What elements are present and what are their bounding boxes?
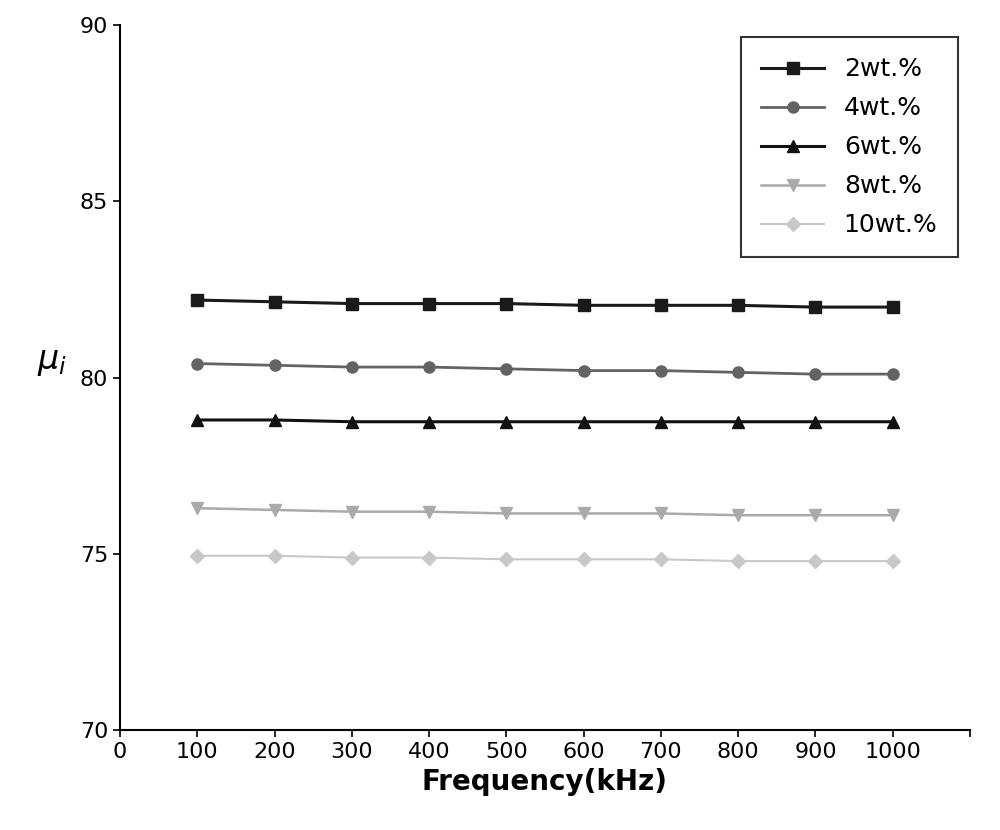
- 2wt.%: [269, 297, 281, 307]
- 8wt.%: [346, 507, 358, 517]
- 6wt.%: [655, 417, 667, 427]
- 4wt.%: [269, 360, 281, 370]
- 2wt.%: [346, 299, 358, 309]
- Line: 8wt.%: 8wt.%: [192, 503, 898, 520]
- 2wt.%: [191, 295, 203, 305]
- 6wt.%: [423, 417, 435, 427]
- 6wt.%: [887, 417, 899, 427]
- 8wt.%: [269, 505, 281, 515]
- 10wt.%: [500, 554, 512, 564]
- 8wt.%: [423, 507, 435, 517]
- 8wt.%: [732, 510, 744, 520]
- 2wt.%: [655, 300, 667, 310]
- 6wt.%: [732, 417, 744, 427]
- 2wt.%: [887, 302, 899, 312]
- 8wt.%: [655, 509, 667, 519]
- 4wt.%: [423, 362, 435, 372]
- 10wt.%: [578, 554, 590, 564]
- 6wt.%: [500, 417, 512, 427]
- 2wt.%: [423, 299, 435, 309]
- 8wt.%: [500, 509, 512, 519]
- 10wt.%: [423, 553, 435, 563]
- 6wt.%: [578, 417, 590, 427]
- 4wt.%: [809, 369, 821, 379]
- 10wt.%: [809, 556, 821, 566]
- 2wt.%: [732, 300, 744, 310]
- 8wt.%: [809, 510, 821, 520]
- 4wt.%: [887, 369, 899, 379]
- Line: 6wt.%: 6wt.%: [192, 414, 898, 427]
- 4wt.%: [732, 368, 744, 378]
- 6wt.%: [346, 417, 358, 427]
- 10wt.%: [191, 551, 203, 561]
- 2wt.%: [578, 300, 590, 310]
- X-axis label: Frequency(kHz): Frequency(kHz): [422, 768, 668, 796]
- 10wt.%: [655, 554, 667, 564]
- 6wt.%: [809, 417, 821, 427]
- 6wt.%: [191, 415, 203, 425]
- 4wt.%: [655, 365, 667, 375]
- Line: 4wt.%: 4wt.%: [192, 358, 898, 379]
- 10wt.%: [887, 556, 899, 566]
- 4wt.%: [500, 364, 512, 374]
- 10wt.%: [346, 553, 358, 563]
- 4wt.%: [578, 365, 590, 375]
- 6wt.%: [269, 415, 281, 425]
- 10wt.%: [269, 551, 281, 561]
- Line: 10wt.%: 10wt.%: [192, 551, 898, 566]
- 10wt.%: [732, 556, 744, 566]
- Y-axis label: $\mu_i$: $\mu_i$: [37, 345, 67, 378]
- 8wt.%: [578, 509, 590, 519]
- 2wt.%: [809, 302, 821, 312]
- Legend: 2wt.%, 4wt.%, 6wt.%, 8wt.%, 10wt.%: 2wt.%, 4wt.%, 6wt.%, 8wt.%, 10wt.%: [741, 37, 958, 257]
- 2wt.%: [500, 299, 512, 309]
- 4wt.%: [346, 362, 358, 372]
- 8wt.%: [191, 503, 203, 513]
- 8wt.%: [887, 510, 899, 520]
- Line: 2wt.%: 2wt.%: [192, 295, 898, 313]
- 4wt.%: [191, 359, 203, 369]
